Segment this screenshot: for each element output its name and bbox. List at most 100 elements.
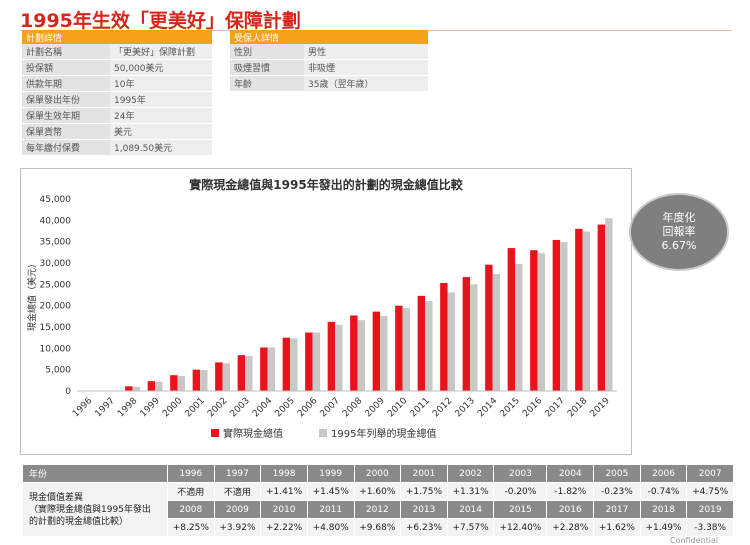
bar-illustrated-2001 bbox=[200, 370, 208, 391]
plan-row-value: 1,089.50美元 bbox=[110, 139, 212, 156]
plan-row-label: 投保額 bbox=[22, 59, 110, 76]
difference-value: +7.57% bbox=[446, 518, 495, 537]
desc-line3: 的計劃的現金總值比較） bbox=[29, 516, 129, 527]
year-cell: 2002 bbox=[446, 464, 495, 483]
x-tick-label: 2014 bbox=[476, 396, 499, 419]
year-cell: 1998 bbox=[260, 464, 308, 483]
difference-value: 不適用 bbox=[167, 482, 215, 501]
bar-actual-2014 bbox=[485, 264, 493, 391]
difference-value: +9.68% bbox=[353, 518, 402, 537]
insured-row-value: 男性 bbox=[304, 44, 428, 60]
x-tick-label: 2011 bbox=[409, 396, 432, 419]
year-cell: 1997 bbox=[213, 464, 262, 483]
x-tick-label: 2009 bbox=[364, 396, 387, 419]
x-tick-label: 2013 bbox=[454, 396, 477, 419]
bar-actual-2009 bbox=[372, 311, 381, 391]
year-header-label: 年份 bbox=[22, 464, 168, 483]
year-cell: 2005 bbox=[593, 464, 641, 483]
page-title: 1995年生效「更美好」保障計劃 bbox=[20, 10, 301, 32]
y-tick-label: 0 bbox=[65, 387, 71, 397]
legend-label-actual: 實際現金總值 bbox=[223, 427, 283, 440]
y-tick-label: 25,000 bbox=[40, 280, 72, 290]
bar-illustrated-2007 bbox=[335, 324, 343, 391]
year-cell: 2019 bbox=[686, 500, 734, 519]
y-tick-label: 35,000 bbox=[40, 238, 72, 248]
difference-value: +8.25% bbox=[167, 518, 215, 537]
year-cell: 2010 bbox=[260, 500, 308, 519]
insured-row-value: 35歲（翌年歲） bbox=[304, 75, 428, 92]
plan-row-label: 計劃名稱 bbox=[22, 44, 110, 60]
plan-row-value: 24年 bbox=[110, 107, 212, 124]
bar-actual-2010 bbox=[395, 305, 403, 391]
x-tick-label: 1999 bbox=[139, 396, 162, 419]
difference-value: +1.45% bbox=[306, 482, 355, 501]
x-tick-label: 2015 bbox=[499, 396, 522, 419]
difference-value: +1.62% bbox=[593, 518, 641, 537]
bar-actual-2008 bbox=[350, 315, 358, 391]
difference-value: +12.40% bbox=[493, 518, 548, 537]
bar-illustrated-2003 bbox=[245, 356, 253, 391]
difference-value: +2.22% bbox=[260, 518, 308, 537]
annualized-return-badge: 年度化 回報率 6.67% bbox=[629, 193, 729, 271]
difference-description: 現金價值差異 （實際現金總值與1995年發出 的計劃的現金總值比較） bbox=[22, 482, 168, 537]
difference-value: +1.60% bbox=[353, 482, 402, 501]
y-tick-label: 45,000 bbox=[40, 195, 72, 205]
year-cell: 2011 bbox=[306, 500, 355, 519]
plan-details-table: 計劃詳情 計劃名稱 「更美好」保障計劃 投保額 50,000美元 供款年期 10年 保… bbox=[22, 30, 212, 156]
plan-row-value: 「更美好」保障計劃 bbox=[110, 44, 212, 60]
insured-row-label: 年齡 bbox=[230, 75, 304, 92]
bar-actual-2013 bbox=[462, 277, 471, 391]
y-tick-label: 30,000 bbox=[40, 259, 72, 269]
x-tick-label: 2016 bbox=[521, 396, 544, 419]
year-cell: 2000 bbox=[353, 464, 402, 483]
x-tick-label: 2000 bbox=[161, 396, 184, 419]
desc-line2: （實際現金總值與1995年發出 bbox=[29, 504, 151, 515]
year-cell: 2006 bbox=[639, 464, 688, 483]
year-cell: 2001 bbox=[400, 464, 448, 483]
difference-value: -1.82% bbox=[546, 482, 595, 501]
y-tick-label: 10,000 bbox=[40, 344, 72, 354]
cash-value-chart: 實際現金總值與1995年發出的計劃的現金總值比較 0 5,000 10,000 15,0… bbox=[20, 168, 632, 455]
bar-illustrated-2014 bbox=[492, 274, 500, 391]
difference-value: +6.23% bbox=[400, 518, 448, 537]
bar-actual-2019 bbox=[597, 224, 606, 391]
x-tick-label: 2006 bbox=[296, 396, 319, 419]
x-tick-label: 2003 bbox=[229, 396, 252, 419]
bar-illustrated-2015 bbox=[515, 263, 523, 391]
bar-actual-2006 bbox=[305, 332, 313, 391]
x-tick-label: 2007 bbox=[319, 396, 342, 419]
difference-value: +4.75% bbox=[686, 482, 734, 501]
badge-line1: 年度化 bbox=[662, 211, 696, 224]
plan-details-header: 計劃詳情 bbox=[22, 30, 212, 44]
x-tick-label: 2018 bbox=[566, 396, 589, 419]
bar-illustrated-2004 bbox=[267, 347, 275, 391]
x-tick-label: 2017 bbox=[544, 396, 567, 419]
legend-label-illustrated: 1995年列舉的現金總值 bbox=[331, 427, 436, 440]
insured-details-header: 受保人詳情 bbox=[230, 30, 428, 44]
legend-swatch-illustrated bbox=[319, 429, 327, 437]
year-cell: 2015 bbox=[493, 500, 548, 519]
difference-value: -0.74% bbox=[639, 482, 688, 501]
bar-actual-2015 bbox=[507, 248, 516, 391]
bar-actual-2007 bbox=[327, 321, 336, 391]
bar-illustrated-2019 bbox=[605, 218, 613, 391]
bar-actual-2001 bbox=[192, 369, 201, 391]
year-cell: 2009 bbox=[213, 500, 262, 519]
bar-actual-2005 bbox=[282, 337, 291, 391]
x-tick-label: 2004 bbox=[251, 396, 274, 419]
plan-row-label: 保單生效年期 bbox=[22, 107, 110, 124]
plan-row-label: 保單貨幣 bbox=[22, 123, 110, 140]
bar-actual-2004 bbox=[260, 347, 268, 391]
difference-value: +1.41% bbox=[260, 482, 308, 501]
year-cell: 2008 bbox=[167, 500, 215, 519]
bar-illustrated-2005 bbox=[290, 338, 298, 391]
difference-value: -3.38% bbox=[686, 518, 734, 537]
bar-illustrated-2013 bbox=[470, 284, 478, 391]
y-tick-label: 20,000 bbox=[40, 302, 72, 312]
year-cell: 2003 bbox=[493, 464, 548, 483]
confidential-footer: Confidential bbox=[670, 536, 719, 545]
insured-row-label: 吸煙習慣 bbox=[230, 59, 304, 76]
bar-actual-2017 bbox=[552, 239, 561, 391]
plan-row-label: 供款年期 bbox=[22, 75, 110, 92]
bar-illustrated-2010 bbox=[402, 308, 410, 391]
